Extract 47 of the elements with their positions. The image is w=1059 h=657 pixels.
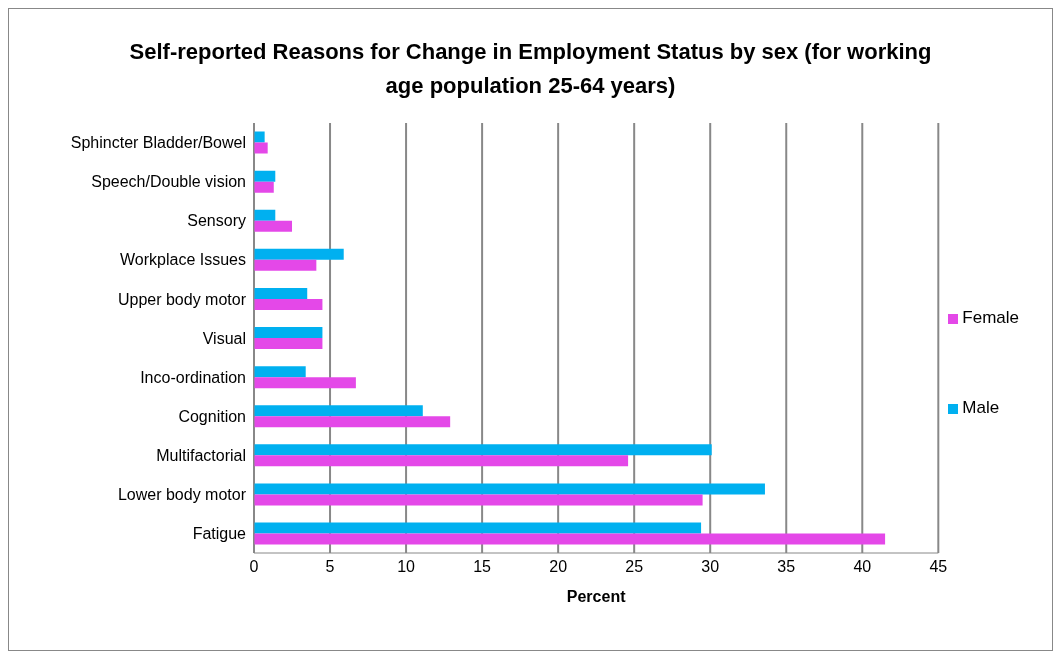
bar [254, 142, 268, 154]
bar [254, 377, 356, 389]
bar [254, 131, 265, 143]
x-tick-label: 20 [549, 558, 568, 576]
y-tick-label: Sensory [187, 212, 246, 230]
bar [254, 327, 323, 339]
bar [254, 287, 308, 299]
y-tick-label: Visual [202, 329, 246, 347]
bar [254, 494, 703, 506]
y-tick-label: Lower body motor [117, 486, 247, 504]
chart-title: Self-reported Reasons for Change in Employment Status by sex (for working age population 25-64 years) [128, 38, 933, 100]
x-tick-label: 25 [625, 558, 644, 576]
bar [254, 259, 317, 271]
x-tick-label: 0 [249, 558, 259, 576]
bar [254, 416, 451, 428]
bar [254, 533, 886, 545]
legend-label: Female [962, 308, 1019, 327]
bar [254, 455, 629, 467]
bar [254, 338, 323, 350]
x-tick-label: 40 [853, 558, 872, 576]
x-axis-title: Percent [566, 588, 627, 606]
y-tick-label: Inco-ordination [140, 368, 246, 386]
bar [254, 483, 765, 495]
x-tick-label: 10 [397, 558, 416, 576]
bar [254, 220, 293, 232]
y-tick-label: Cognition [178, 407, 246, 425]
x-tick-label: 35 [777, 558, 796, 576]
bar [254, 248, 344, 260]
y-tick-label: Workplace Issues [120, 251, 246, 269]
y-tick-label: Speech/Double vision [91, 173, 246, 191]
y-tick-label: Multifactorial [156, 446, 246, 464]
y-tick-label: Fatigue [192, 525, 247, 543]
x-tick-label: 15 [473, 558, 492, 576]
y-tick-label: Sphincter Bladder/Bowel [70, 134, 246, 152]
y-tick-label: Upper body motor [117, 290, 247, 308]
bar [254, 405, 423, 417]
bar [254, 444, 712, 456]
bar [254, 298, 323, 310]
x-tick-label: 5 [325, 558, 335, 576]
bar [254, 170, 276, 182]
x-tick-label: 45 [929, 558, 948, 576]
x-tick-label: 30 [701, 558, 720, 576]
bar [254, 522, 702, 534]
legend-label: Male [962, 398, 1000, 417]
bar [254, 181, 274, 193]
bar [254, 366, 306, 378]
bar [254, 209, 276, 221]
